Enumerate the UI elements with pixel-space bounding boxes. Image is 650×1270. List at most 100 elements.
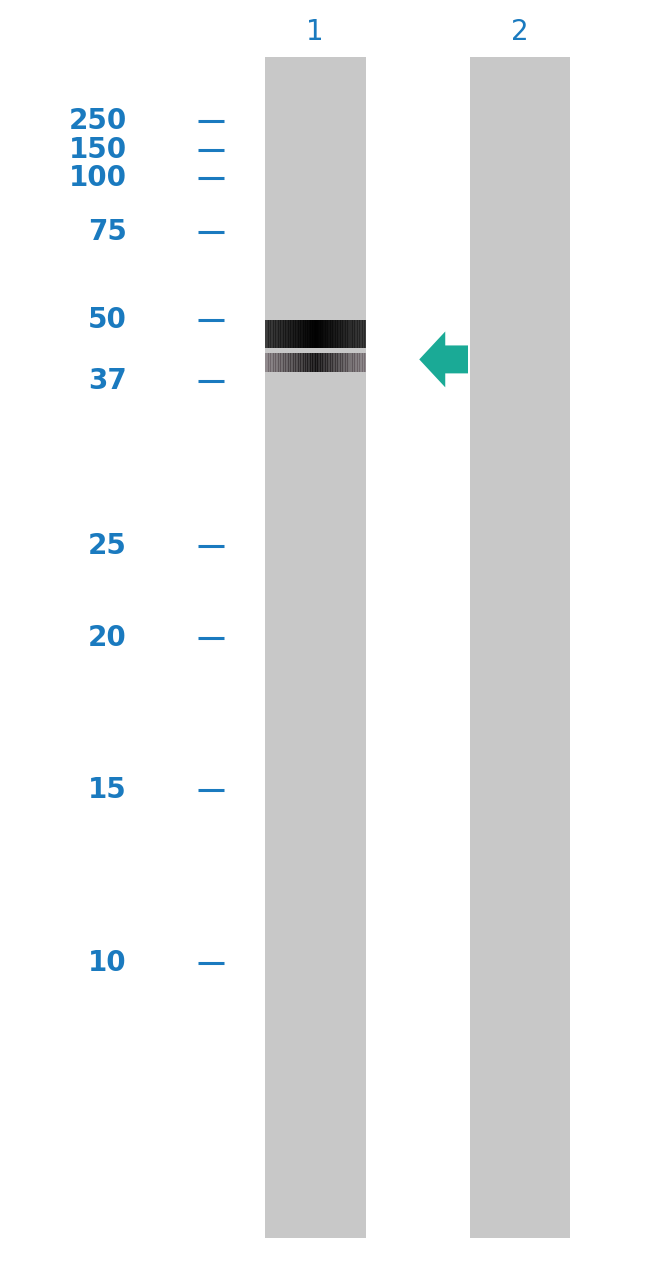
Bar: [307, 353, 309, 372]
Bar: [312, 320, 314, 348]
Bar: [270, 353, 272, 372]
Bar: [322, 353, 324, 372]
Bar: [287, 320, 289, 348]
Bar: [327, 353, 330, 372]
Bar: [266, 320, 269, 348]
Bar: [289, 353, 291, 372]
Bar: [339, 353, 341, 372]
Bar: [265, 353, 267, 372]
Text: 1: 1: [306, 18, 324, 46]
Bar: [320, 353, 322, 372]
Text: 150: 150: [69, 136, 127, 164]
Bar: [273, 320, 276, 348]
Bar: [347, 353, 350, 372]
Bar: [352, 320, 354, 348]
Bar: [347, 320, 350, 348]
Bar: [350, 320, 353, 348]
Bar: [300, 320, 302, 348]
Bar: [283, 353, 285, 372]
Bar: [344, 353, 346, 372]
Bar: [350, 353, 353, 372]
Bar: [332, 353, 334, 372]
Bar: [310, 320, 313, 348]
Bar: [293, 320, 296, 348]
Bar: [268, 353, 270, 372]
Bar: [333, 320, 336, 348]
Bar: [325, 353, 328, 372]
Bar: [332, 320, 334, 348]
Bar: [322, 320, 324, 348]
Bar: [349, 353, 351, 372]
Bar: [354, 320, 356, 348]
Bar: [295, 353, 298, 372]
Text: 100: 100: [69, 164, 127, 192]
Bar: [266, 353, 269, 372]
Bar: [346, 320, 348, 348]
Bar: [361, 353, 363, 372]
Bar: [302, 320, 304, 348]
Bar: [305, 320, 307, 348]
Bar: [298, 353, 301, 372]
Bar: [280, 353, 282, 372]
Bar: [342, 353, 345, 372]
Bar: [268, 320, 270, 348]
Bar: [356, 353, 358, 372]
Bar: [265, 320, 267, 348]
Bar: [304, 353, 306, 372]
Bar: [352, 353, 354, 372]
Bar: [287, 353, 289, 372]
Bar: [305, 353, 307, 372]
Bar: [309, 353, 311, 372]
Bar: [356, 320, 358, 348]
Bar: [325, 320, 328, 348]
Bar: [330, 320, 333, 348]
Bar: [359, 320, 361, 348]
Bar: [270, 320, 272, 348]
Bar: [295, 320, 298, 348]
Bar: [278, 320, 281, 348]
Bar: [362, 320, 365, 348]
Bar: [273, 353, 276, 372]
Bar: [297, 320, 299, 348]
Bar: [342, 320, 345, 348]
Bar: [309, 320, 311, 348]
Text: 37: 37: [88, 367, 127, 395]
Bar: [317, 353, 319, 372]
Bar: [327, 320, 330, 348]
Bar: [290, 353, 292, 372]
Bar: [337, 320, 339, 348]
FancyArrow shape: [419, 331, 468, 387]
Bar: [469, 57, 571, 1238]
Text: 50: 50: [88, 306, 127, 334]
Bar: [337, 353, 339, 372]
Bar: [304, 320, 306, 348]
Bar: [281, 353, 284, 372]
Bar: [297, 353, 299, 372]
Bar: [354, 353, 356, 372]
Text: 25: 25: [88, 532, 127, 560]
Bar: [312, 353, 314, 372]
Bar: [361, 320, 363, 348]
Bar: [341, 353, 343, 372]
Bar: [278, 353, 281, 372]
Bar: [324, 320, 326, 348]
Bar: [285, 320, 287, 348]
Bar: [333, 353, 336, 372]
Text: 75: 75: [88, 218, 127, 246]
Bar: [349, 320, 351, 348]
Bar: [318, 353, 321, 372]
Bar: [283, 320, 285, 348]
Bar: [300, 353, 302, 372]
Bar: [344, 320, 346, 348]
Bar: [302, 353, 304, 372]
Bar: [358, 353, 359, 372]
Bar: [277, 320, 279, 348]
Bar: [330, 353, 333, 372]
Text: 20: 20: [88, 624, 127, 652]
Bar: [275, 353, 278, 372]
Bar: [364, 320, 367, 348]
Bar: [281, 320, 284, 348]
Bar: [272, 353, 274, 372]
Bar: [280, 320, 282, 348]
Bar: [358, 320, 359, 348]
